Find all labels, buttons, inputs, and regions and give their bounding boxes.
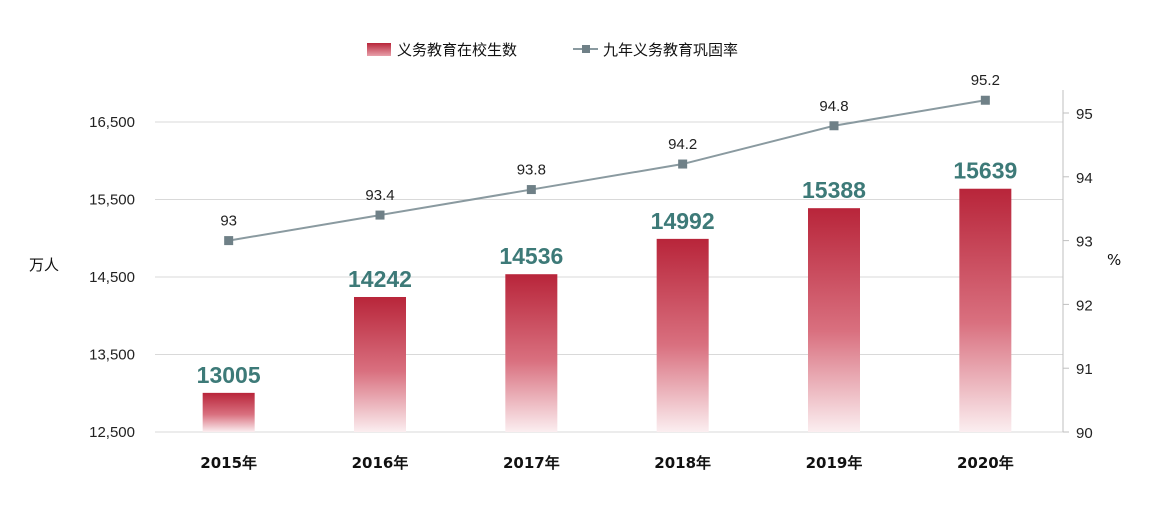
bar: [354, 296, 406, 432]
left-tick-label: 16,500: [89, 114, 135, 131]
bar-value-label: 14242: [348, 266, 412, 292]
line-series-group: 93 93.4 93.8 94.2 94.8 95.2: [220, 72, 1000, 246]
legend-label-bar: 义务教育在校生数: [397, 41, 517, 59]
right-tick-label: 93: [1076, 234, 1093, 251]
left-tick-label: 12,500: [89, 424, 135, 441]
x-tick-label: 2015年: [200, 454, 257, 472]
x-tick-label: 2017年: [503, 454, 560, 472]
bar: [505, 274, 558, 432]
line-value-label: 95.2: [971, 72, 1000, 89]
line-point-marker: [829, 121, 839, 131]
line-value-label: 94.2: [668, 136, 697, 153]
x-tick-label: 2020年: [957, 454, 1014, 472]
right-tick-label: 91: [1076, 361, 1093, 378]
bar-value-label: 14536: [499, 243, 563, 269]
bar: [959, 188, 1012, 432]
line-value-label: 93: [220, 213, 237, 230]
x-tick-label: 2016年: [352, 454, 409, 472]
bar-value-label: 14992: [651, 208, 715, 234]
right-tick-label: 94: [1076, 170, 1093, 187]
axes-group: 12,500 13,500 14,500 15,500 16,500 90 91 92 93 94…: [89, 90, 1093, 472]
line-point-marker: [526, 185, 536, 195]
line-point-marker: [678, 159, 688, 169]
line-value-label: 93.8: [517, 162, 546, 179]
left-axis-title: 万人: [29, 256, 59, 274]
right-axis-title: %: [1107, 251, 1121, 269]
bar: [656, 238, 709, 432]
legend: 义务教育在校生数 九年义务教育巩固率: [367, 41, 738, 59]
bar-value-label: 15639: [953, 158, 1017, 184]
legend-swatch-marker: [582, 45, 590, 53]
x-tick-label: 2019年: [806, 454, 863, 472]
bars-group: 13005 14242 14536 14992 15388 15639: [197, 158, 1017, 432]
right-tick-label: 92: [1076, 297, 1093, 314]
right-tick-label: 90: [1076, 425, 1093, 442]
bar-value-label: 13005: [197, 362, 261, 388]
line-value-label: 93.4: [365, 187, 394, 204]
bar: [202, 392, 255, 432]
line-point-marker: [375, 210, 385, 220]
line-point-marker: [980, 95, 990, 105]
line-value-label: 94.8: [819, 98, 848, 115]
x-tick-label: 2018年: [654, 454, 711, 472]
left-tick-label: 13,500: [89, 347, 135, 364]
grid-lines: [155, 121, 1063, 433]
left-tick-label: 15,500: [89, 192, 135, 209]
legend-label-line: 九年义务教育巩固率: [603, 41, 738, 59]
right-tick-label: 95: [1076, 106, 1093, 123]
line-series-path: [228, 99, 986, 242]
left-tick-label: 14,500: [89, 269, 135, 286]
line-point-marker: [224, 236, 234, 246]
legend-swatch-bar: [367, 43, 391, 56]
bar: [808, 208, 860, 432]
bar-value-label: 15388: [802, 177, 866, 203]
